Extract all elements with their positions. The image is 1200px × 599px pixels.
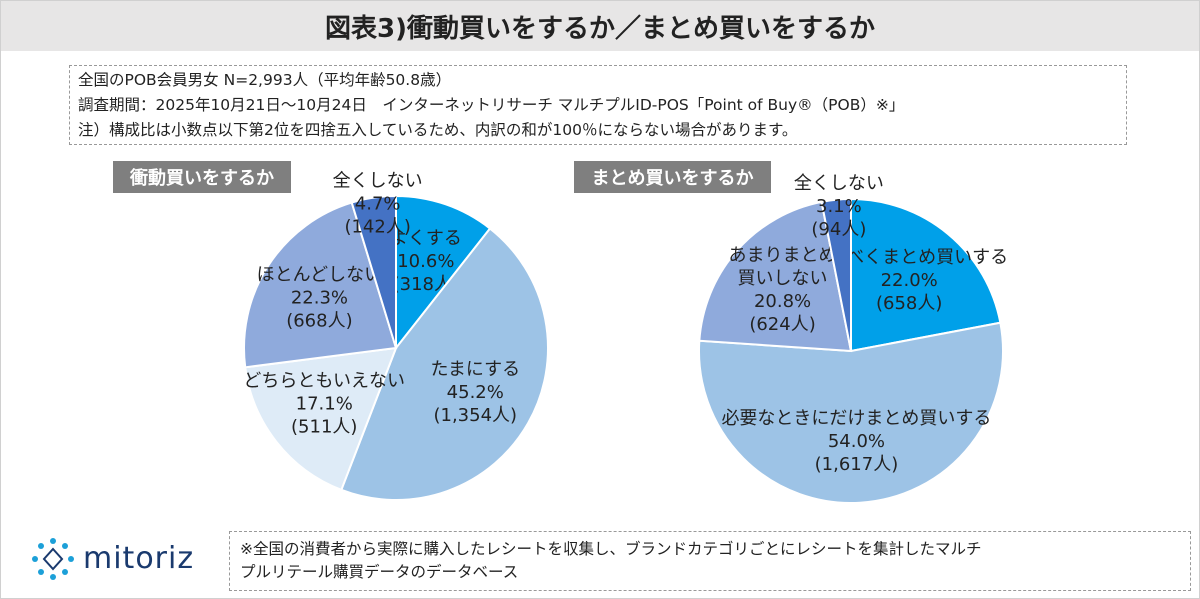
footer-line: プルリテール購買データのデータベース xyxy=(240,563,519,581)
slice-label-line: たまにする xyxy=(430,359,520,380)
value-label: 45.2% xyxy=(447,382,504,403)
slice-label: なるべくまとめ買いする xyxy=(810,247,1008,268)
pie-slice xyxy=(698,321,1004,504)
slice-label-line: どちらともいえない xyxy=(243,370,405,391)
value-label: 3.1% xyxy=(816,196,862,217)
slice-label-line: ほとんどしない xyxy=(257,264,382,285)
value-label: 20.8% xyxy=(754,291,811,312)
note-line: 調査期間：2025年10月21日～10月24日 インターネットリサーチ マルチプ… xyxy=(78,96,905,114)
count-label: (1,617人) xyxy=(815,454,899,475)
slice-label: あまりまとめ買いしない xyxy=(729,245,837,289)
pie-slice xyxy=(340,227,549,501)
slice-label: どちらともいえない xyxy=(243,370,405,391)
slice-label-line: 必要なときにだけまとめ買いする xyxy=(721,408,991,429)
note-line: 全国のPOB会員男女 N=2,993人（平均年齢50.8歳） xyxy=(78,71,452,89)
pie-slice xyxy=(350,194,397,349)
pie-slice xyxy=(698,200,853,353)
value-label: 54.0% xyxy=(828,431,885,452)
count-label: (511人) xyxy=(291,416,357,437)
logo-icon xyxy=(32,538,74,580)
slice-label-line: 買いしない xyxy=(738,268,828,289)
footer-note: ※全国の消費者から実際に購入したレシートを収集し、ブランドカテゴリごとにレシート… xyxy=(229,531,1191,591)
value-label: 22.0% xyxy=(881,270,938,291)
note-line: 注）構成比は小数点以下第2位を四捨五入しているため、内訳の和が100％にならない… xyxy=(78,121,798,139)
count-label: (142人) xyxy=(344,217,410,238)
count-label: (658人) xyxy=(876,293,942,314)
slice-label: たまにする xyxy=(430,359,520,380)
slice-label: 全くしない xyxy=(794,173,884,194)
value-label: 4.7% xyxy=(355,194,401,215)
count-label: (94人) xyxy=(811,219,866,240)
slice-label-line: あまりまとめ xyxy=(729,245,837,266)
value-label: 17.1% xyxy=(296,393,353,414)
pie-slice xyxy=(820,197,852,352)
footer-line: ※全国の消費者から実際に購入したレシートを収集し、ブランドカテゴリごとにレシート… xyxy=(240,540,982,558)
pie-slice xyxy=(850,197,1002,353)
pie-slice xyxy=(395,194,492,351)
slice-label: ほとんどしない xyxy=(257,264,382,285)
value-label: 22.3% xyxy=(291,287,348,308)
chart-title: まとめ買いをするか xyxy=(574,161,771,193)
slice-label: 必要なときにだけまとめ買いする xyxy=(721,408,991,429)
slice-label: 全くしない xyxy=(333,171,423,192)
slice-label: よくする xyxy=(390,228,462,249)
slice-label-line: よくする xyxy=(390,228,462,249)
pie-slice xyxy=(244,346,398,492)
slice-label-line: なるべくまとめ買いする xyxy=(810,247,1008,268)
count-label: (1,354人) xyxy=(433,405,517,426)
chart-title: 衝動買いをするか xyxy=(113,161,291,193)
count-label: (624人) xyxy=(749,314,815,335)
slice-label-line: 全くしない xyxy=(333,171,423,192)
logo: mitoriz xyxy=(83,541,195,576)
notes: 全国のPOB会員男女 N=2,993人（平均年齢50.8歳） 調査期間：2025… xyxy=(69,65,1127,145)
slice-label-line: 全くしない xyxy=(794,173,884,194)
value-label: 10.6% xyxy=(397,251,454,272)
count-label: (668人) xyxy=(286,310,352,331)
header-title: 図表3)衝動買いをするか／まとめ買いをするか xyxy=(1,1,1199,51)
pie-slice xyxy=(243,201,398,369)
